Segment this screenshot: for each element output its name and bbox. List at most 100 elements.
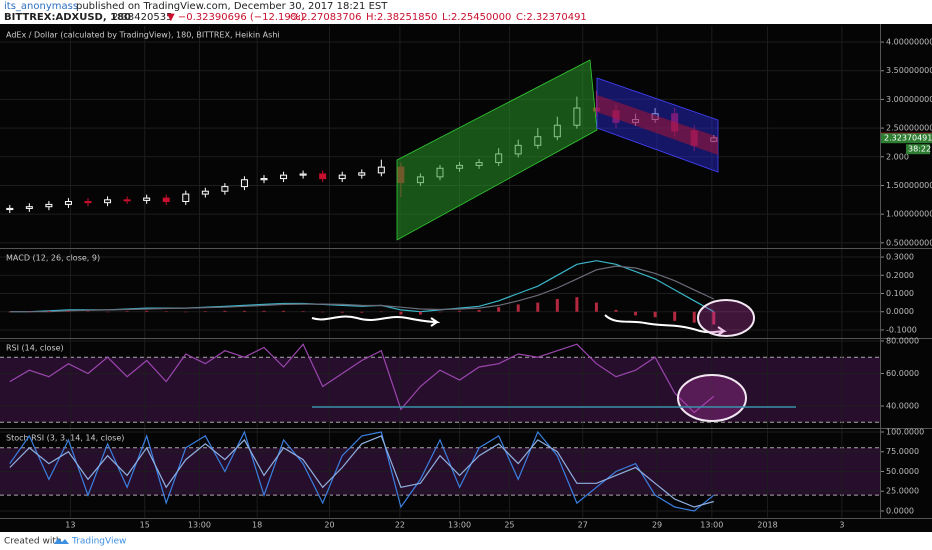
y-tick-label: 80.0000 (886, 336, 919, 345)
y-tick-label: 3.50000000 (886, 66, 932, 75)
histogram-bar (27, 311, 31, 313)
y-tick-label: 2.000 (886, 152, 909, 161)
histogram-bar (477, 309, 481, 312)
candle-body (221, 186, 229, 192)
brand: TradingView (71, 537, 126, 547)
histogram-bar (379, 311, 383, 313)
footer-bg (0, 532, 932, 550)
candle-body (6, 207, 14, 211)
up-channel (396, 59, 598, 241)
arrow (311, 315, 441, 327)
candle-body (299, 173, 307, 176)
histogram-bar (184, 311, 188, 313)
histogram-bar (66, 310, 70, 312)
y-tick-label: 2.50000000 (886, 124, 932, 133)
panel-title: Stoch RSI (3, 3, 14, 14, close) (6, 434, 124, 443)
y-tick-label: 3.00000000 (886, 95, 932, 104)
x-tick-label: 13:00 (448, 521, 471, 530)
logo (54, 538, 69, 544)
y-tick-label: 1.00000000 (886, 210, 932, 219)
x-tick-label: 2018 (757, 521, 777, 530)
candle-body (104, 199, 112, 204)
candle-body (377, 166, 385, 174)
histogram-bar (164, 311, 168, 312)
x-tick-label: 18 (252, 521, 262, 530)
histogram-bar (242, 310, 246, 312)
ohlc-low: L:2.25450000 (442, 12, 511, 23)
histogram-bar (692, 311, 696, 323)
y-tick-label: 60.0000 (886, 369, 919, 378)
x-tick-label: 27 (578, 521, 588, 530)
candle-body (358, 172, 366, 176)
candle-body (123, 199, 131, 202)
indicator-line (9, 435, 714, 508)
price-badge-label: 2.32370491 (884, 134, 932, 143)
histogram-bar (653, 311, 657, 318)
panel-title: MACD (12, 26, close, 9) (6, 254, 100, 263)
countdown: 38:22 (908, 145, 931, 154)
highlight (697, 299, 755, 337)
author[interactable]: its_anonymass (4, 1, 78, 12)
ohlc-high: H:2.38251850 (366, 12, 437, 23)
x-tick-label: 15 (140, 521, 150, 530)
y-tick-label: 75.0000 (886, 447, 919, 456)
histogram-bar (634, 311, 638, 316)
y-tick-label: 25.0000 (886, 487, 919, 496)
histogram-bar (673, 311, 677, 321)
candle-body (338, 174, 346, 180)
histogram-bar (106, 311, 110, 313)
y-tick-label: 100.0000 (886, 428, 924, 437)
histogram-bar (8, 311, 12, 313)
histogram-bar (458, 310, 462, 312)
candle-body (201, 190, 209, 195)
x-tick-label: 13:00 (188, 521, 211, 530)
down-channel (596, 77, 719, 173)
x-tick-label: 22 (395, 521, 405, 530)
change: ▼ −0.32390696 (−12.19%) (167, 12, 304, 23)
histogram-bar (516, 304, 520, 312)
x-tick-label: 20 (324, 521, 334, 530)
candle-body (84, 201, 92, 204)
y-tick-label: 0.0000 (886, 307, 914, 316)
histogram-bar (86, 311, 90, 312)
histogram-bar (555, 298, 559, 312)
histogram-bar (145, 310, 149, 312)
candle-body (240, 179, 248, 188)
histogram-bar (614, 309, 618, 312)
published: published on TradingView.com, December 3… (76, 1, 388, 12)
histogram-bar (262, 310, 266, 312)
histogram-bar (125, 311, 129, 312)
y-tick-label: 1.50000000 (886, 181, 932, 190)
header-bg (0, 0, 932, 24)
histogram-bar (47, 310, 51, 312)
ohlc-close: C:2.32370491 (516, 12, 587, 23)
x-tick-label: 13 (65, 521, 75, 530)
histogram-bar (321, 311, 325, 313)
histogram-bar (223, 310, 227, 312)
y-tick-label: -0.1000 (886, 325, 917, 334)
created-with: Created with (4, 537, 62, 547)
candle-body (162, 197, 170, 203)
candle-body (319, 173, 327, 180)
candle-body (143, 197, 151, 201)
down-channel-inner (597, 95, 718, 155)
y-tick-label: 0.3000 (886, 253, 914, 262)
x-tick-label: 13:00 (700, 521, 723, 530)
y-tick-label: 0.50000000 (886, 238, 932, 247)
y-tick-label: 50.0000 (886, 467, 919, 476)
price: 2.33420535 (112, 12, 172, 23)
highlight (677, 374, 747, 422)
symbol: BITTREX:ADXUSD, 180 (4, 12, 131, 23)
x-tick-label: 29 (652, 521, 662, 530)
candle-body (25, 206, 33, 209)
x-tick-label: 3 (839, 521, 844, 530)
arrow (604, 314, 727, 336)
y-tick-label: 0.0000 (886, 506, 914, 515)
y-tick-label: 0.1000 (886, 289, 914, 298)
histogram-bar (497, 307, 501, 312)
panel-title: AdEx / Dollar (calculated by TradingView… (6, 31, 280, 40)
candle-body (182, 193, 190, 203)
histogram-bar (340, 311, 344, 313)
histogram-bar (575, 297, 579, 312)
